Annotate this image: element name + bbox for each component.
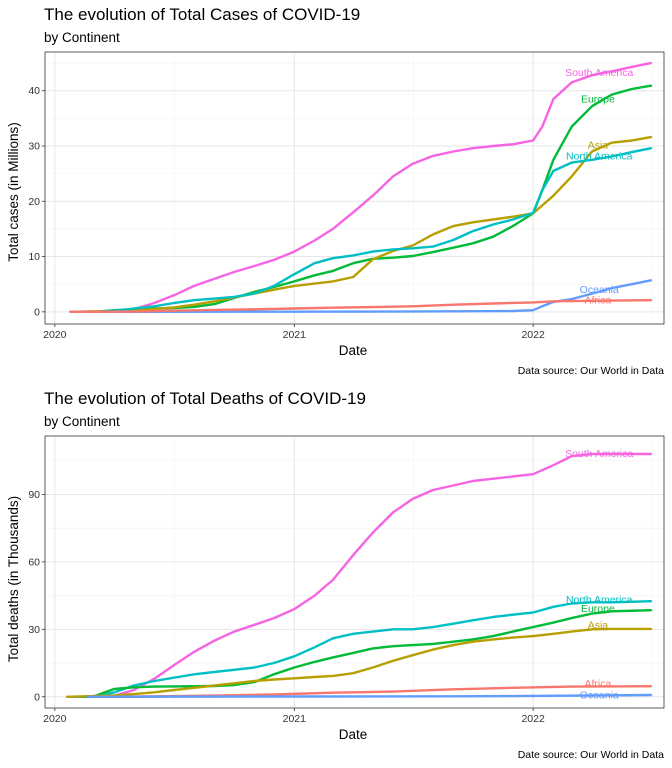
panel-border bbox=[44, 435, 665, 709]
series-label-asia: Asia bbox=[588, 139, 609, 151]
y-tick-label: 90 bbox=[28, 489, 40, 501]
deaths-x-axis-title: Date bbox=[339, 727, 368, 742]
deaths-chart-subtitle: by Continent bbox=[44, 414, 120, 429]
y-tick-label: 30 bbox=[28, 624, 40, 636]
series-label-oceania: Oceania bbox=[580, 690, 619, 702]
y-tick-label: 10 bbox=[28, 251, 40, 263]
series-line-south-america bbox=[69, 61, 653, 313]
y-tick-label: 0 bbox=[34, 306, 40, 318]
y-tick-label: 20 bbox=[28, 196, 40, 208]
deaths-caption: Date source: Our World in Data bbox=[518, 749, 664, 761]
y-tick-label: 60 bbox=[28, 556, 40, 568]
series-label-europe: Europe bbox=[581, 93, 615, 105]
series-label-africa: Africa bbox=[584, 678, 611, 690]
x-tick-label: 2021 bbox=[283, 329, 307, 341]
deaths-y-axis-title: Total deaths (in Thousands) bbox=[6, 496, 21, 662]
cases-chart-title: The evolution of Total Cases of COVID-19 bbox=[44, 5, 360, 24]
series-label-north-america: North America bbox=[566, 594, 633, 606]
series-line-oceania bbox=[86, 693, 653, 698]
cases-chart-subtitle: by Continent bbox=[44, 30, 120, 45]
series-line-asia bbox=[65, 627, 653, 698]
series-label-south-america: South America bbox=[565, 448, 633, 460]
x-tick-label: 2021 bbox=[283, 713, 307, 725]
cases-caption: Data source: Our World in Data bbox=[518, 365, 664, 377]
cases-y-axis-title: Total cases (in Millions) bbox=[6, 122, 21, 262]
series-line-north-america bbox=[69, 146, 653, 313]
x-tick-label: 2020 bbox=[43, 713, 67, 725]
series-line-europe bbox=[79, 609, 653, 698]
series-label-south-america: South America bbox=[565, 67, 633, 79]
series-lines bbox=[65, 452, 653, 698]
axes: 2020 2021 2022 0 30 60 90 bbox=[28, 489, 545, 725]
y-tick-label: 40 bbox=[28, 85, 40, 97]
panel-border bbox=[44, 51, 665, 325]
x-tick-label: 2022 bbox=[521, 329, 545, 341]
y-tick-label: 0 bbox=[34, 691, 40, 703]
deaths-chart: The evolution of Total Deaths of COVID-1… bbox=[6, 389, 665, 761]
series-line-asia bbox=[69, 135, 653, 313]
series-label-north-america: North America bbox=[566, 150, 633, 162]
deaths-chart-title: The evolution of Total Deaths of COVID-1… bbox=[44, 389, 366, 408]
x-tick-label: 2020 bbox=[43, 329, 67, 341]
series-label-europe: Europe bbox=[581, 603, 615, 615]
series-line-north-america bbox=[69, 600, 653, 698]
y-tick-label: 30 bbox=[28, 140, 40, 152]
axes: 2020 2021 2022 0 10 20 30 40 bbox=[28, 85, 545, 341]
cases-chart: The evolution of Total Cases of COVID-19… bbox=[6, 5, 665, 377]
series-label-oceania: Oceania bbox=[580, 284, 619, 296]
series-label-africa: Africa bbox=[584, 295, 611, 307]
series-label-asia: Asia bbox=[588, 619, 609, 631]
series-lines bbox=[69, 61, 653, 313]
cases-x-axis-title: Date bbox=[339, 343, 368, 358]
series-line-oceania bbox=[69, 279, 653, 313]
series-line-africa bbox=[69, 299, 653, 313]
x-tick-label: 2022 bbox=[521, 713, 545, 725]
series-line-south-america bbox=[92, 452, 653, 698]
